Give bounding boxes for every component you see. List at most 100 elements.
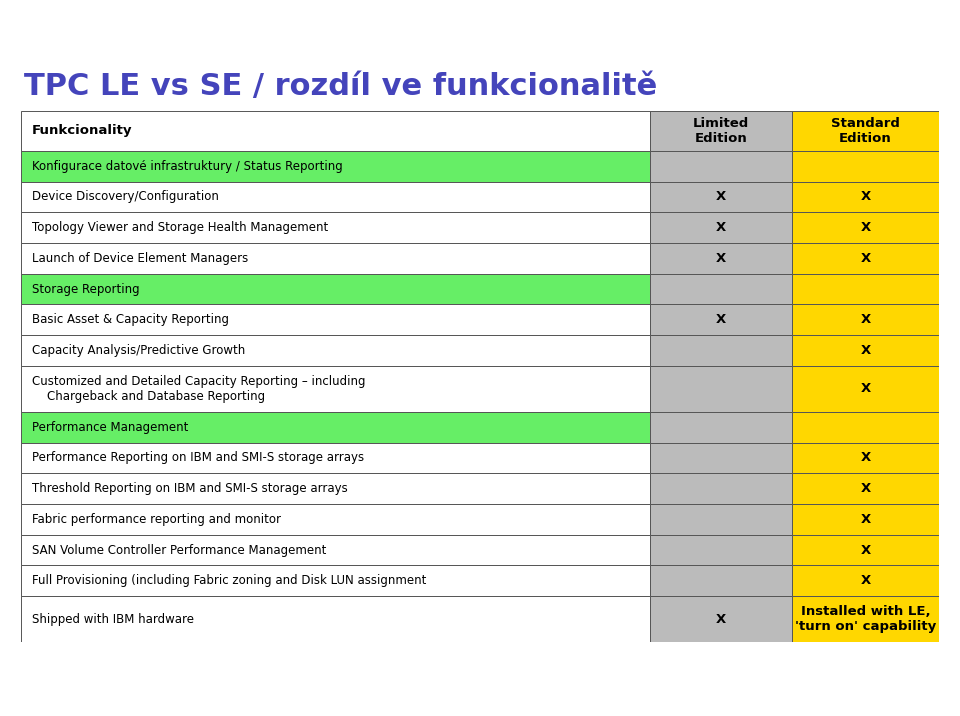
Bar [792, 335, 939, 366]
Text: Performance Reporting on IBM and SMI-S storage arrays: Performance Reporting on IBM and SMI-S s… [32, 452, 364, 465]
Bar [650, 274, 792, 304]
Bar [650, 412, 792, 442]
Bar [650, 366, 792, 412]
Bar [907, 29, 941, 31]
Bar [835, 7, 865, 9]
Text: Storage Reporting: Storage Reporting [32, 283, 140, 296]
Text: X: X [716, 252, 726, 265]
Text: © 2007 IBM Corporation: © 2007 IBM Corporation [766, 683, 936, 697]
Bar [872, 39, 903, 42]
Bar [907, 18, 941, 20]
Bar [872, 12, 903, 15]
Text: X: X [860, 221, 871, 234]
Bar [792, 274, 939, 304]
Bar [792, 366, 939, 412]
Text: Performance Management: Performance Management [32, 421, 188, 434]
Bar [792, 596, 939, 642]
Text: IBM TotalStorage Productivity Center: IBM TotalStorage Productivity Center [251, 17, 556, 35]
Text: X: X [860, 543, 871, 556]
Bar [872, 7, 903, 9]
Bar [21, 111, 650, 151]
Text: 14: 14 [25, 681, 48, 699]
Text: Launch of Device Element Managers: Launch of Device Element Managers [32, 252, 249, 265]
Bar [21, 304, 650, 335]
Bar [792, 304, 939, 335]
Text: X: X [716, 190, 726, 203]
Bar [835, 12, 865, 15]
Text: Capacity Analysis/Predictive Growth: Capacity Analysis/Predictive Growth [32, 344, 246, 357]
Text: Full Provisioning (including Fabric zoning and Disk LUN assignment: Full Provisioning (including Fabric zoni… [32, 574, 426, 587]
Text: Basic Asset & Capacity Reporting: Basic Asset & Capacity Reporting [32, 314, 229, 326]
Bar [872, 23, 903, 26]
Bar [872, 34, 903, 37]
Text: X: X [860, 344, 871, 357]
Bar [792, 442, 939, 473]
Bar [650, 243, 792, 274]
Bar [650, 504, 792, 535]
Text: Customized and Detailed Capacity Reporting – including
    Chargeback and Databa: Customized and Detailed Capacity Reporti… [32, 375, 366, 403]
Text: X: X [716, 613, 726, 626]
Text: X: X [716, 221, 726, 234]
Text: X: X [860, 190, 871, 203]
Bar [907, 7, 941, 9]
Bar [21, 243, 650, 274]
Bar [21, 473, 650, 504]
Text: Shipped with IBM hardware: Shipped with IBM hardware [32, 613, 194, 626]
Bar [792, 504, 939, 535]
Bar [21, 274, 650, 304]
Bar [792, 473, 939, 504]
Text: Standard
Edition: Standard Edition [831, 117, 900, 145]
Bar [907, 23, 941, 26]
Text: X: X [860, 252, 871, 265]
Text: X: X [716, 314, 726, 326]
Bar [792, 566, 939, 596]
Text: Threshold Reporting on IBM and SMI-S storage arrays: Threshold Reporting on IBM and SMI-S sto… [32, 482, 348, 495]
Text: X: X [860, 482, 871, 495]
Bar [792, 243, 939, 274]
Bar [835, 18, 865, 20]
Bar [792, 151, 939, 182]
Bar [21, 366, 650, 412]
Bar [650, 182, 792, 213]
Bar [835, 34, 865, 37]
Bar [21, 412, 650, 442]
Bar [650, 473, 792, 504]
Bar [792, 412, 939, 442]
Bar [872, 18, 903, 20]
Text: X: X [860, 574, 871, 587]
Bar [907, 34, 941, 37]
Bar [21, 596, 650, 642]
Bar [21, 335, 650, 366]
Bar [650, 304, 792, 335]
Text: X: X [860, 382, 871, 395]
Text: TPC LE vs SE / rozdíl ve funkcionalitě: TPC LE vs SE / rozdíl ve funkcionalitě [24, 72, 658, 102]
Text: Konfigurace datové infrastruktury / Status Reporting: Konfigurace datové infrastruktury / Stat… [32, 160, 343, 173]
Bar [907, 39, 941, 42]
Bar [650, 596, 792, 642]
Text: Limited
Edition: Limited Edition [693, 117, 749, 145]
Text: X: X [860, 513, 871, 526]
Text: Správa a dohled / IBM Tivoli SW: Správa a dohled / IBM Tivoli SW [94, 682, 356, 698]
Bar [835, 29, 865, 31]
Bar [650, 111, 792, 151]
Text: SAN Volume Controller Performance Management: SAN Volume Controller Performance Manage… [32, 543, 326, 556]
Bar [650, 335, 792, 366]
Bar [872, 45, 903, 47]
Text: Fabric performance reporting and monitor: Fabric performance reporting and monitor [32, 513, 281, 526]
Bar [907, 12, 941, 15]
Bar [650, 213, 792, 243]
Bar [650, 442, 792, 473]
Bar [21, 566, 650, 596]
Bar [21, 213, 650, 243]
Bar [21, 442, 650, 473]
Bar [650, 151, 792, 182]
Bar [21, 151, 650, 182]
Bar [21, 504, 650, 535]
Bar [792, 213, 939, 243]
Text: Installed with LE,
'turn on' capability: Installed with LE, 'turn on' capability [795, 605, 936, 633]
Bar [21, 182, 650, 213]
Bar [792, 111, 939, 151]
Text: Funkcionality: Funkcionality [32, 125, 132, 137]
Text: Topology Viewer and Storage Health Management: Topology Viewer and Storage Health Manag… [32, 221, 328, 234]
Bar [792, 182, 939, 213]
